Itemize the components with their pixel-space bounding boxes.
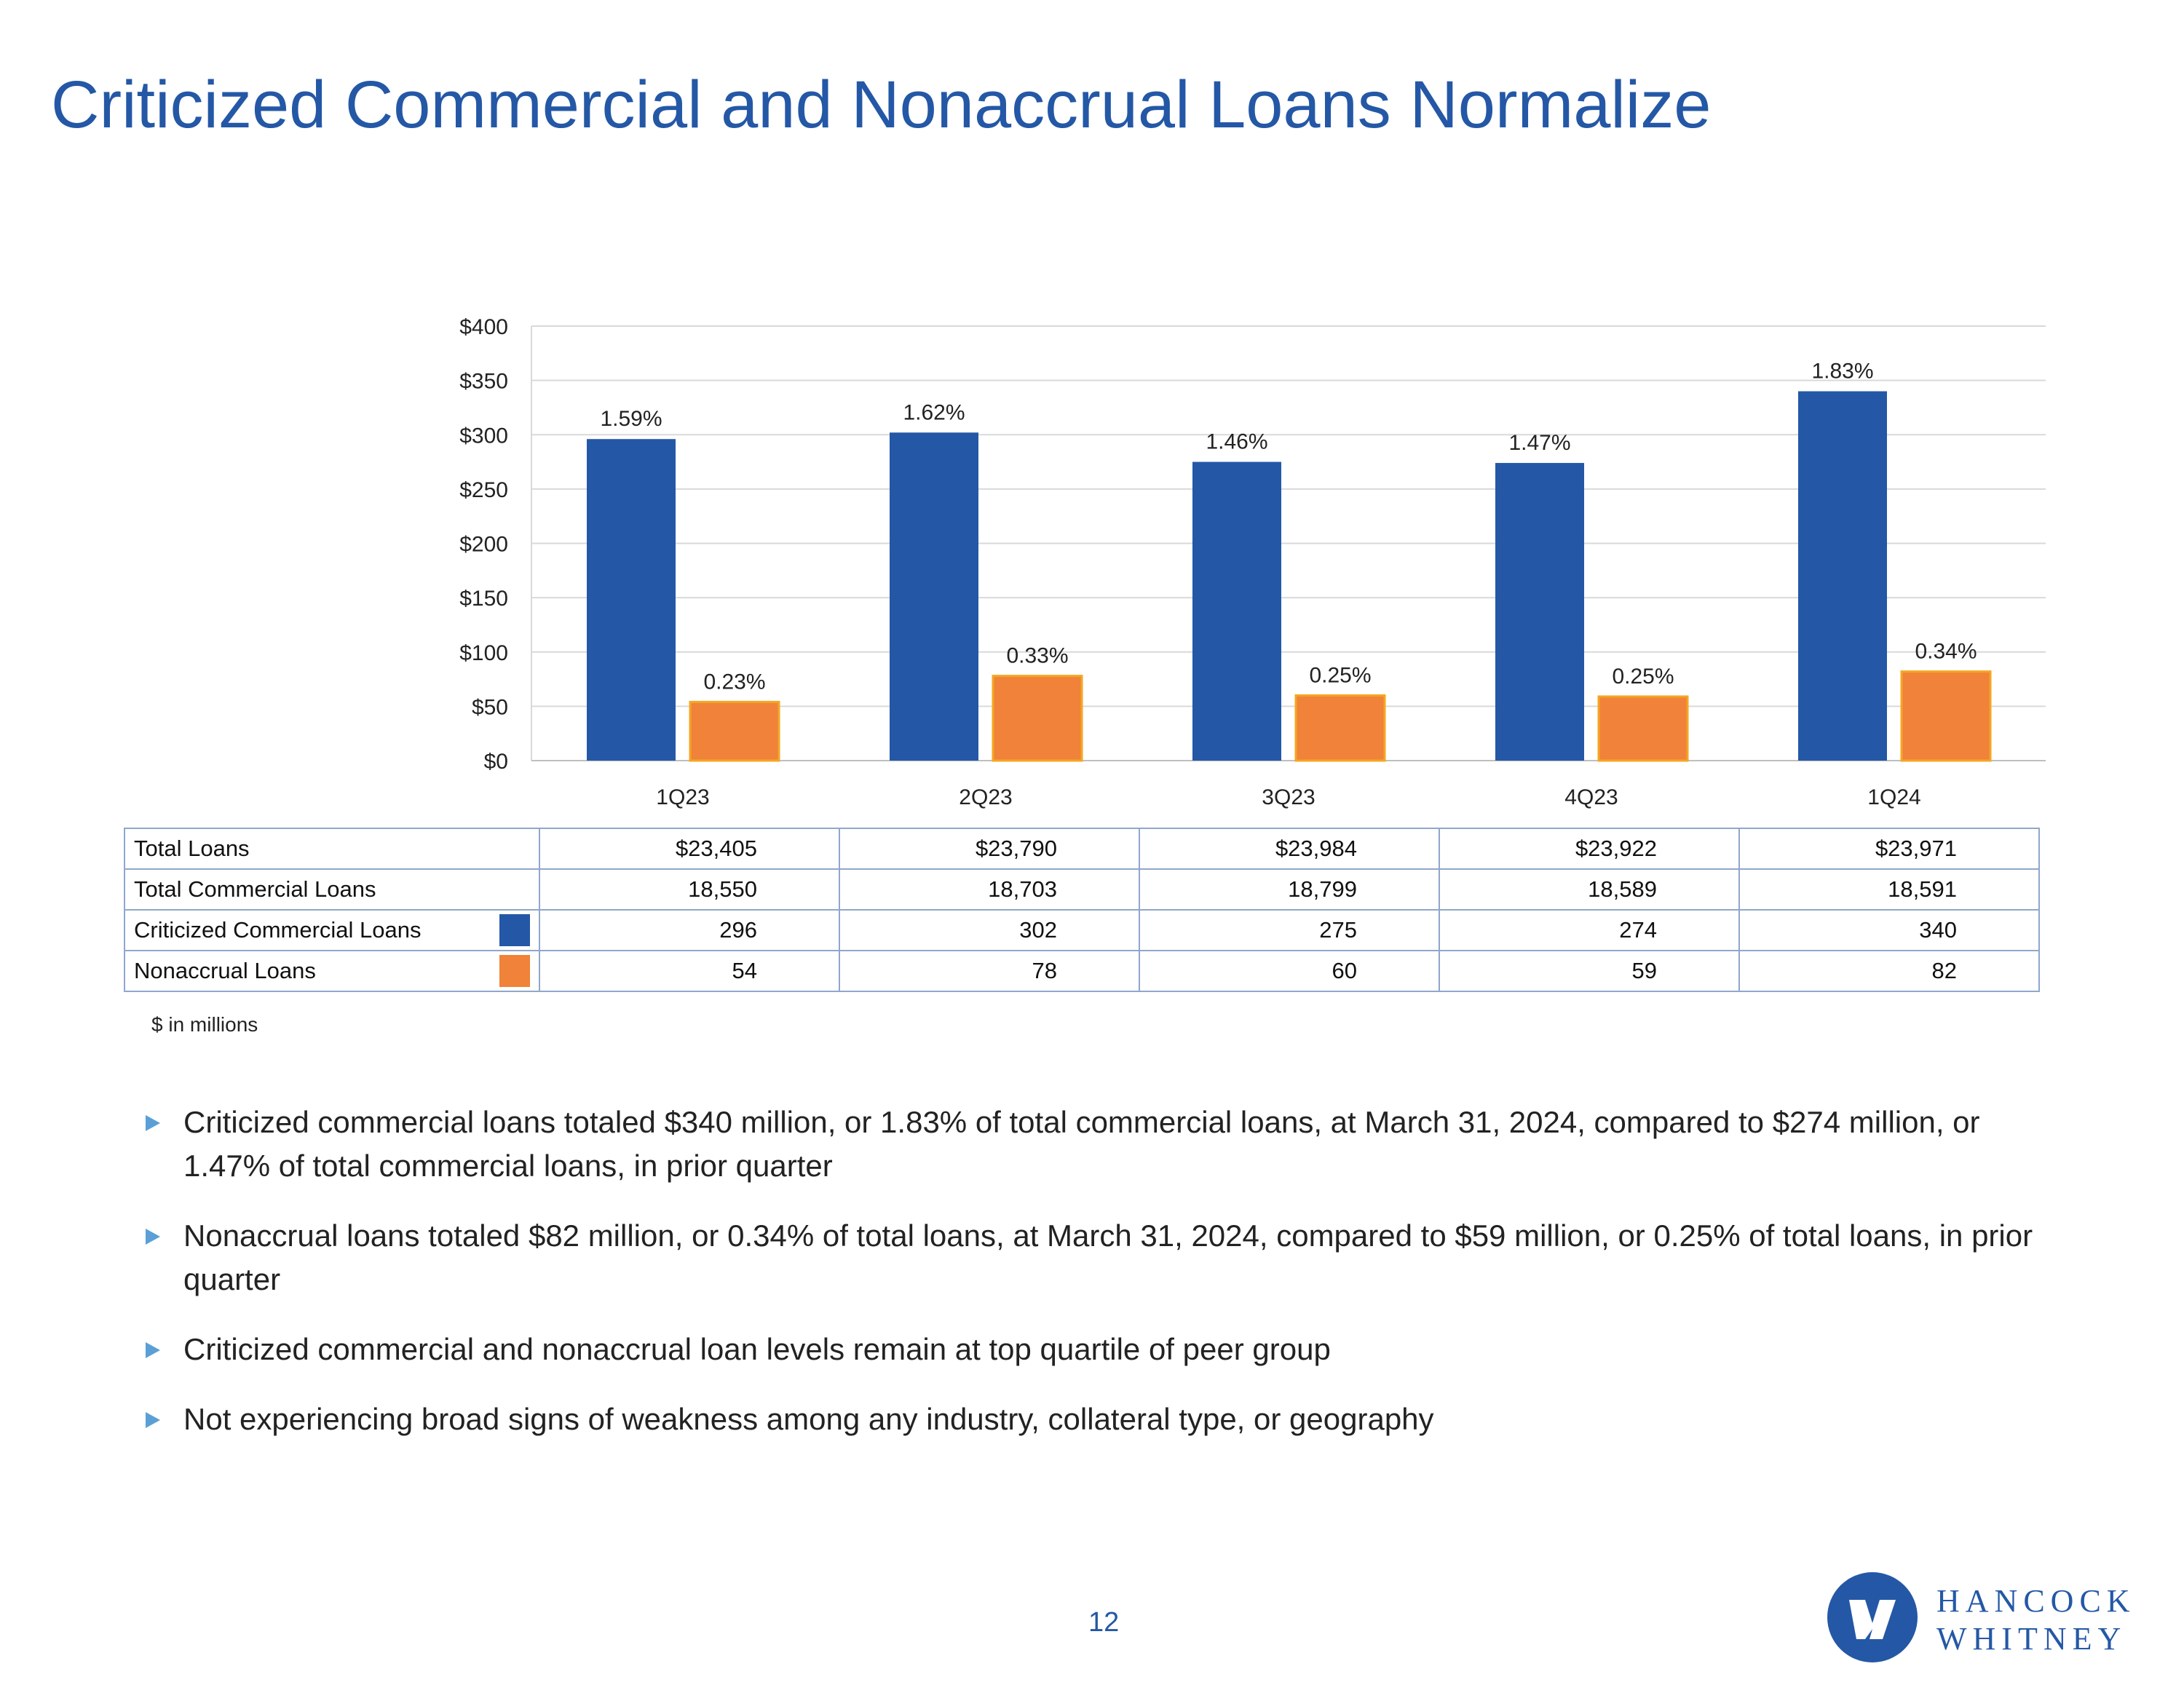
bar-chart: $0 $50 $100 $150 $200 $250 $300 $350 $400 1.59% 0.…: [459, 315, 2046, 809]
table-row: Total Commercial Loans 18,550 18,703 18,799…: [124, 868, 2040, 911]
arrow-bullet-icon: [146, 1229, 160, 1245]
data-label: 1.83%: [1811, 360, 1873, 384]
company-logo: HANCOCK WHITNEY: [1827, 1572, 2148, 1667]
table-cell: $23,971: [1738, 828, 2040, 870]
y-tick-label: $350: [459, 370, 508, 394]
table-cell: $23,790: [839, 828, 1140, 870]
logo-line-2: WHITNEY: [1936, 1621, 2127, 1657]
row-label-cell: Criticized Commercial Loans: [124, 909, 540, 951]
x-category-label: 2Q23: [959, 785, 1012, 809]
y-tick-label: $150: [459, 587, 508, 611]
y-tick-label: $50: [472, 695, 508, 719]
bar-nonaccrual: [992, 675, 1083, 762]
x-category-label: 1Q24: [1867, 785, 1920, 809]
data-label: 1.62%: [903, 400, 965, 424]
arrow-bullet-icon: [146, 1342, 160, 1358]
y-tick-label: $100: [459, 641, 508, 665]
data-label: 0.23%: [703, 670, 765, 694]
bullet-item: Not experiencing broad signs of weakness…: [146, 1397, 2038, 1441]
bar-criticized: [1798, 391, 1887, 761]
table-cell: 340: [1738, 909, 2040, 951]
y-tick-label: $0: [484, 750, 508, 774]
table-cell: 18,591: [1738, 868, 2040, 911]
row-label: Nonaccrual Loans: [134, 958, 316, 983]
bar-nonaccrual: [1294, 694, 1386, 762]
row-label: Criticized Commercial Loans: [134, 917, 422, 943]
data-label: 1.46%: [1206, 430, 1267, 454]
table-cell: $23,984: [1139, 828, 1440, 870]
x-category-label: 3Q23: [1262, 785, 1315, 809]
row-label-cell: Nonaccrual Loans: [124, 950, 540, 992]
bar-criticized: [1495, 463, 1584, 761]
legend-swatch: [499, 955, 530, 987]
table-cell: 18,550: [539, 868, 840, 911]
table-cell: 54: [539, 950, 840, 992]
table-cell: 78: [839, 950, 1140, 992]
bar-nonaccrual: [1597, 695, 1689, 762]
table-cell: $23,922: [1439, 828, 1740, 870]
table-row: Total Loans $23,405 $23,790 $23,984 $23,922 $…: [124, 828, 2040, 870]
table-cell: 59: [1439, 950, 1740, 992]
loans-table: Total Loans $23,405 $23,790 $23,984 $23,922 $…: [124, 828, 2040, 992]
x-category-label: 4Q23: [1564, 785, 1618, 809]
table-cell: 302: [839, 909, 1140, 951]
data-label: 0.25%: [1612, 665, 1674, 689]
table-cell: $23,405: [539, 828, 840, 870]
row-label-cell: Total Commercial Loans: [124, 868, 540, 911]
data-label: 0.34%: [1915, 640, 1977, 664]
x-category-label: 1Q23: [656, 785, 709, 809]
table-cell: 275: [1139, 909, 1440, 951]
bar-nonaccrual: [689, 700, 780, 762]
bar-nonaccrual: [1900, 670, 1992, 762]
row-label: Total Commercial Loans: [134, 876, 376, 902]
bullet-item: Criticized commercial and nonaccrual loa…: [146, 1328, 2038, 1371]
table-cell: 18,799: [1139, 868, 1440, 911]
table-cell: 60: [1139, 950, 1440, 992]
bullet-item: Criticized commercial loans totaled $340…: [146, 1101, 2038, 1188]
data-label: 0.33%: [1006, 644, 1068, 668]
page-title: Criticized Commercial and Nonaccrual Loa…: [51, 68, 1712, 142]
bar-criticized: [890, 432, 978, 761]
bullet-item: Nonaccrual loans totaled $82 million, or…: [146, 1214, 2038, 1301]
table-cell: 274: [1439, 909, 1740, 951]
bar-criticized: [587, 439, 676, 761]
table-cell: 82: [1738, 950, 2040, 992]
bar-criticized: [1192, 461, 1281, 761]
page-number: 12: [1088, 1607, 1120, 1638]
bullet-list: Criticized commercial loans totaled $340…: [146, 1101, 2038, 1467]
y-tick-label: $300: [459, 424, 508, 448]
y-tick-label: $250: [459, 478, 508, 502]
y-tick-label: $400: [459, 315, 508, 339]
y-tick-label: $200: [459, 533, 508, 557]
data-label: 1.47%: [1508, 431, 1570, 455]
table-cell: 18,703: [839, 868, 1140, 911]
legend-swatch: [499, 914, 530, 946]
table-cell: 18,589: [1439, 868, 1740, 911]
logo-line-1: HANCOCK: [1936, 1583, 2136, 1619]
row-label-cell: Total Loans: [124, 828, 540, 870]
arrow-bullet-icon: [146, 1412, 160, 1428]
table-row: Nonaccrual Loans 54 78 60 59 82: [124, 950, 2040, 992]
data-label: 1.59%: [600, 407, 662, 431]
data-label: 0.25%: [1309, 663, 1371, 687]
units-footnote: $ in millions: [151, 1013, 258, 1036]
arrow-bullet-icon: [146, 1115, 160, 1131]
row-label: Total Loans: [134, 836, 250, 861]
table-cell: 296: [539, 909, 840, 951]
table-row: Criticized Commercial Loans 296 302 275 274 3…: [124, 909, 2040, 951]
hancock-whitney-mark-icon: [1827, 1572, 1918, 1662]
